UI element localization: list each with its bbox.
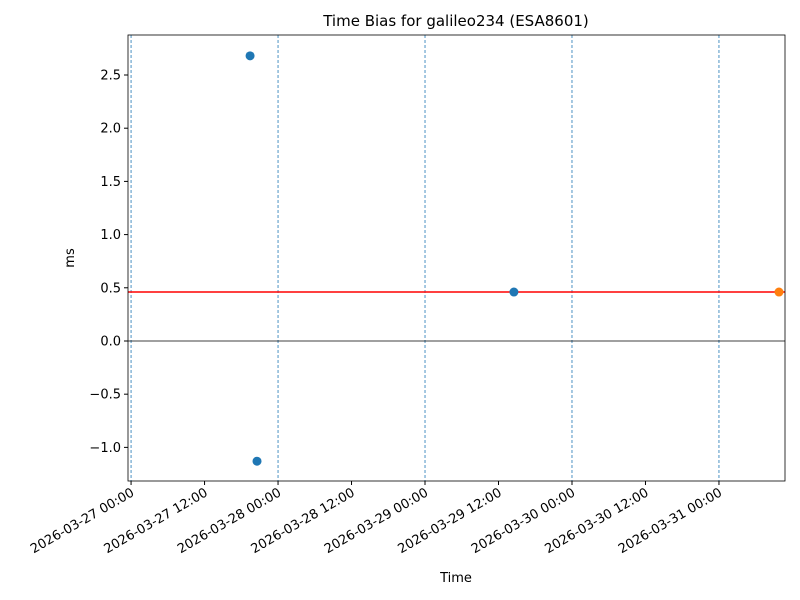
point xyxy=(245,51,255,61)
point xyxy=(252,456,262,466)
point xyxy=(774,287,784,297)
y-tick-label: 2.0 xyxy=(100,122,121,137)
plot-frame xyxy=(127,34,786,482)
x-axis-label: Time xyxy=(439,571,472,586)
y-tick-label: −0.5 xyxy=(89,388,121,403)
y-tick-label: 1.0 xyxy=(100,228,121,243)
y-tick-label: 1.5 xyxy=(100,175,121,190)
y-axis-label: ms xyxy=(63,248,78,268)
y-tick-label: −1.0 xyxy=(89,441,121,456)
y-tick-label: 0.5 xyxy=(100,281,121,296)
chart-title: Time Bias for galileo234 (ESA8601) xyxy=(322,12,589,30)
y-tick-label: 2.5 xyxy=(100,69,121,84)
y-tick-label: 0.0 xyxy=(100,334,121,349)
point xyxy=(509,287,519,297)
